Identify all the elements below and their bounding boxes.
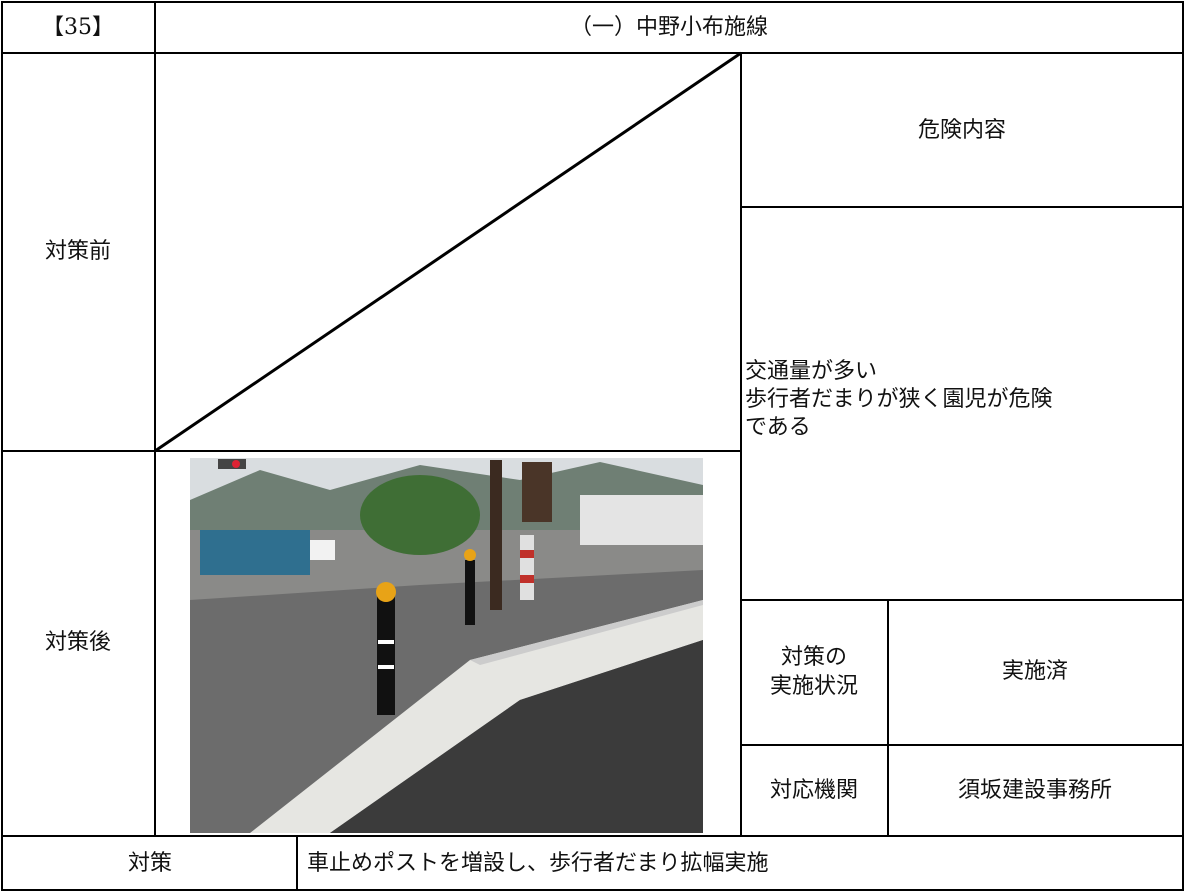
title: （一）中野小布施線 <box>570 15 768 40</box>
measure-label: 対策 <box>128 851 172 876</box>
risk-line: である <box>745 415 811 440</box>
risk-heading: 危険内容 <box>918 118 1006 143</box>
status-label: 対策の <box>781 645 847 670</box>
after-label: 対策後 <box>45 630 111 655</box>
agency-label: 対応機関 <box>770 778 858 803</box>
measure-text: 車止めポストを増設し、歩行者だまり拡幅実施 <box>307 851 769 876</box>
number: 【35】 <box>42 15 114 40</box>
risk-line: 交通量が多い <box>745 359 877 384</box>
risk-line: 歩行者だまりが狭く園児が危険 <box>745 387 1053 412</box>
photo <box>190 458 703 833</box>
agency-value: 須坂建設事務所 <box>958 778 1112 803</box>
status-value: 実施済 <box>1002 659 1068 684</box>
status-label: 実施状況 <box>770 674 858 699</box>
before-label: 対策前 <box>45 239 111 264</box>
